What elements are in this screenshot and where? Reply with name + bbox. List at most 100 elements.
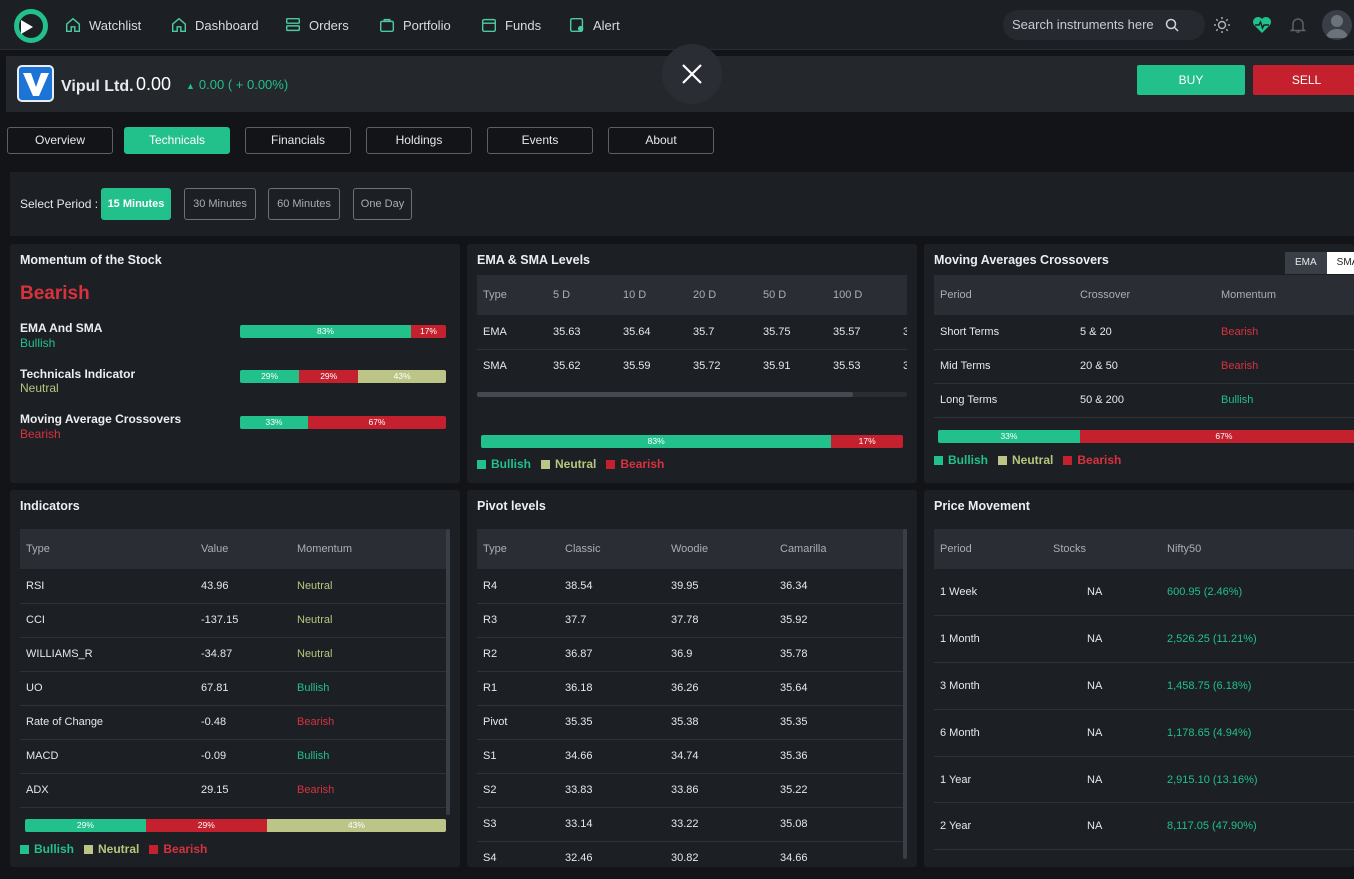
nav-watchlist-label: Watchlist (89, 17, 142, 33)
table-cell: ADX (20, 773, 195, 808)
close-button[interactable] (662, 44, 722, 104)
app-logo[interactable] (14, 9, 48, 43)
vertical-scrollbar[interactable] (903, 529, 907, 859)
nav-funds[interactable]: Funds (480, 0, 541, 50)
vertical-scrollbar[interactable] (446, 529, 450, 815)
table-row: 3 Month NA 1,458.75 (6.18%) (934, 662, 1354, 710)
nav-alert[interactable]: Alert (568, 0, 620, 50)
table-cell: 6 Month (934, 709, 1047, 757)
orders-icon (285, 17, 301, 32)
table-cell: R2 (477, 637, 559, 672)
sell-button[interactable]: SELL (1253, 65, 1354, 95)
nav-dashboard-label: Dashboard (195, 17, 259, 33)
period-one-day[interactable]: One Day (353, 188, 412, 220)
indicators-title: Indicators (20, 499, 80, 513)
table-cell: 35.72 (687, 349, 757, 383)
table-cell: -137.15 (195, 603, 291, 638)
table-cell: UO (20, 671, 195, 706)
tab-about[interactable]: About (608, 127, 714, 154)
table-row: WILLIAMS_R -34.87 Neutral (20, 637, 447, 672)
tab-technicals[interactable]: Technicals (124, 127, 230, 154)
legend-neutral-label: Neutral (98, 842, 140, 856)
home-icon (171, 17, 187, 33)
table-cell: 38.54 (559, 569, 665, 604)
table-header-row: Type Classic Woodie Camarilla (477, 529, 907, 569)
table-cell: 50 & 200 (1074, 383, 1215, 418)
table-row: 6 Month NA 1,178.65 (4.94%) (934, 709, 1354, 757)
column-header: Camarilla (774, 529, 907, 569)
tab-overview[interactable]: Overview (7, 127, 113, 154)
search-icon[interactable] (1165, 18, 1179, 32)
tab-financials[interactable]: Financials (245, 127, 351, 154)
column-header: Nifty50 (1161, 529, 1354, 569)
pivot-table: Type Classic Woodie Camarilla R4 38.54 39.95 36… (477, 529, 907, 867)
table-cell: -0.48 (195, 705, 291, 740)
table-cell: 35.63 (547, 315, 617, 350)
toggle-sma[interactable]: SMA (1326, 252, 1354, 274)
avatar[interactable] (1322, 10, 1352, 40)
tab-events[interactable]: Events (487, 127, 593, 154)
momentum-row-label: Technicals Indicator (20, 367, 136, 381)
table-cell: 34.66 (559, 739, 665, 774)
table-cell: NA (1047, 709, 1161, 757)
crossovers-card: Moving Averages Crossovers Period Crossov… (924, 244, 1354, 483)
table-row: CCI -137.15 Neutral (20, 603, 447, 638)
table-cell: Rate of Change (20, 705, 195, 740)
bar-segment: 83% (240, 325, 411, 338)
bar-segment: 43% (358, 370, 446, 383)
table-row: R4 38.54 39.95 36.34 (477, 569, 907, 604)
table-cell: 2 Year (934, 802, 1047, 851)
column-header: 5 D (547, 275, 617, 315)
table-row: S2 33.83 33.86 35.22 (477, 773, 907, 808)
table-cell: Bearish (291, 705, 447, 740)
table-cell: 35.08 (774, 807, 907, 842)
table-row: ADX 29.15 Bearish (20, 773, 447, 808)
table-row: S1 34.66 34.74 35.36 (477, 739, 907, 774)
buy-button[interactable]: BUY (1137, 65, 1245, 95)
legend-bullish-label: Bullish (491, 457, 532, 471)
table-cell: Pivot (477, 705, 559, 740)
toggle-ema[interactable]: EMA (1285, 252, 1327, 274)
momentum-row-status: Neutral (20, 381, 59, 395)
table-cell: MACD (20, 739, 195, 774)
period-30-minutes[interactable]: 30 Minutes (184, 188, 256, 220)
legend-bearish: Bearish (149, 842, 207, 856)
table-cell: WILLIAMS_R (20, 637, 195, 672)
column-header: Stocks (1047, 529, 1161, 569)
legend-bullish-label: Bullish (34, 842, 75, 856)
scrollbar-thumb[interactable] (477, 392, 853, 397)
theme-sun-icon[interactable] (1212, 15, 1232, 35)
table-cell: 35.53 (827, 349, 897, 383)
table-cell: NA (1047, 662, 1161, 710)
table-cell: 35.59 (617, 349, 687, 383)
table-cell: 34.74 (665, 739, 774, 774)
heart-pulse-icon[interactable] (1251, 14, 1273, 36)
nav-watchlist[interactable]: Watchlist (64, 0, 141, 50)
nav-orders[interactable]: Orders (284, 0, 349, 50)
bell-icon[interactable] (1288, 15, 1308, 35)
period-15-minutes[interactable]: 15 Minutes (101, 188, 171, 220)
legend-neutral-label: Neutral (1012, 453, 1054, 467)
table-cell: 1,178.65 (4.94%) (1161, 709, 1354, 757)
momentum-card: Momentum of the Stock Bearish EMA And SM… (10, 244, 460, 483)
table-cell: S3 (477, 807, 559, 842)
legend-bearish-label: Bearish (1077, 453, 1122, 467)
search-input[interactable]: Search instruments here (1003, 10, 1205, 40)
table-cell: 35.22 (774, 773, 907, 808)
nav-portfolio[interactable]: Portfolio (378, 0, 451, 50)
nav-dashboard[interactable]: Dashboard (170, 0, 259, 50)
table-row: RSI 43.96 Neutral (20, 569, 447, 604)
table-cell: NA (1047, 615, 1161, 664)
column-header: 20 D (687, 275, 757, 315)
table-cell: 43.96 (195, 569, 291, 604)
tab-holdings[interactable]: Holdings (366, 127, 472, 154)
table-cell: 36.26 (665, 671, 774, 706)
table-cell: 1 Year (934, 756, 1047, 804)
table-cell: 35.64 (617, 315, 687, 350)
table-row: SMA 35.62 35.59 35.72 35.91 35.53 3 (477, 349, 907, 383)
period-60-minutes[interactable]: 60 Minutes (268, 188, 340, 220)
stock-change: ▲ 0.00 ( + 0.00%) (186, 77, 288, 92)
table-cell: 35.78 (774, 637, 907, 672)
horizontal-scrollbar[interactable] (477, 392, 907, 397)
table-cell: 35.7 (687, 315, 757, 350)
